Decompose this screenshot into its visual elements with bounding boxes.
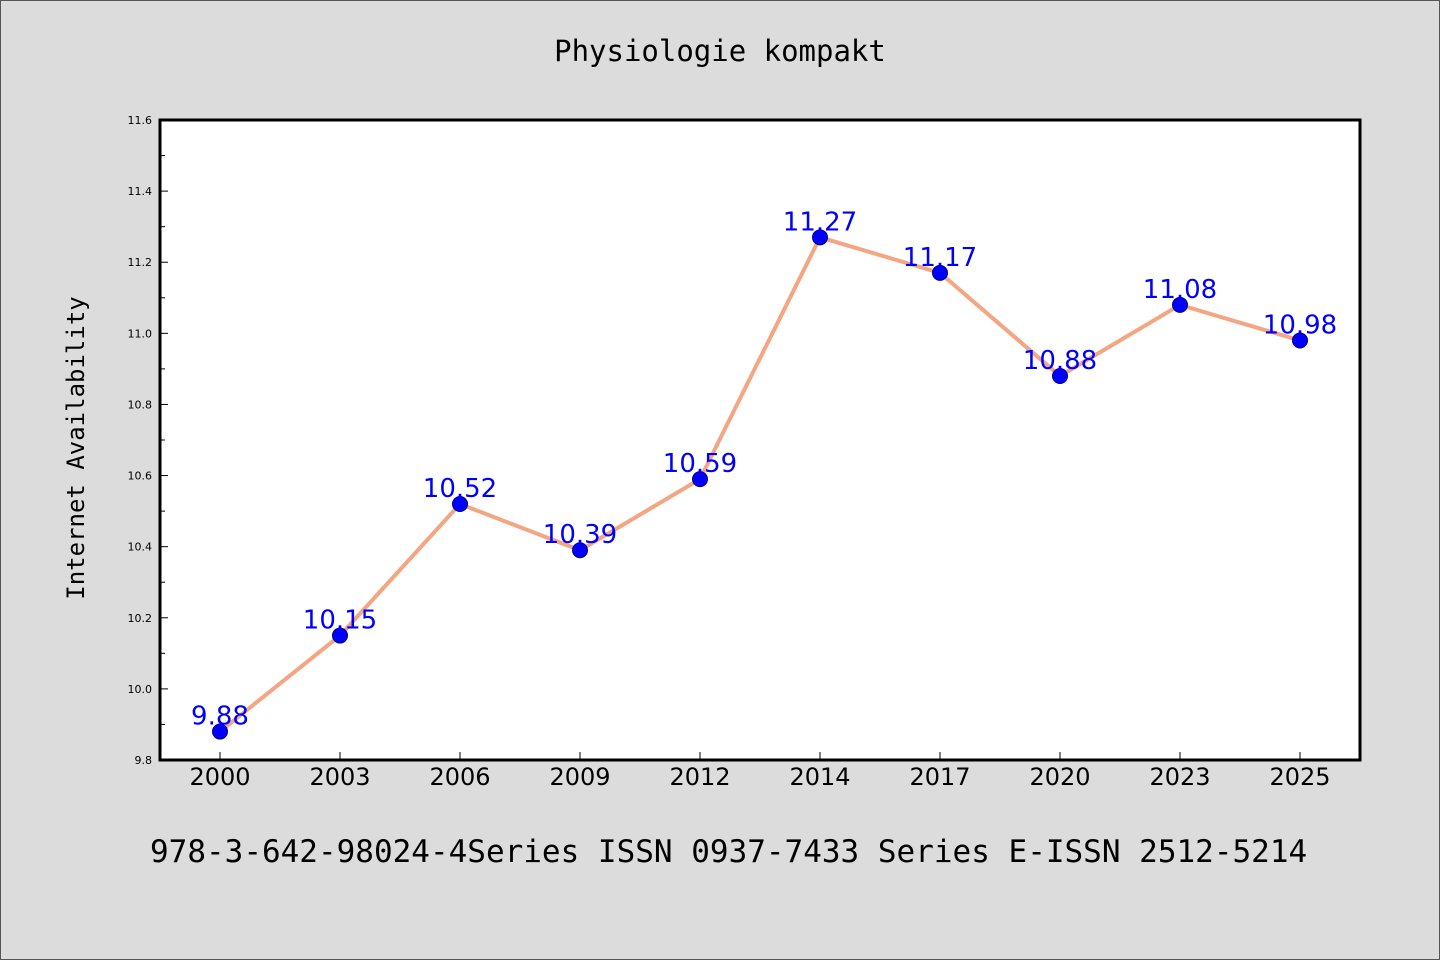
y-tick-label: 10.0: [128, 683, 153, 696]
x-axis-ticks: 2000 2003 2006 2009 2012 2014 2017 2020 2023 2025: [189, 752, 1331, 791]
x-tick-label: 2020: [1029, 763, 1090, 791]
data-point: [572, 542, 588, 559]
data-point: [1292, 332, 1308, 349]
data-labels: 9.88 10.15 10.52 10.39 10.59 11.27 11.17 10.88 1…: [191, 207, 1337, 731]
x-tick-label: 2014: [789, 763, 850, 791]
data-label: 11.08: [1143, 275, 1217, 305]
data-label: 9.88: [191, 702, 249, 732]
series-line: [218, 235, 1301, 734]
x-tick-label: 2000: [189, 763, 250, 791]
x-tick-label: 2017: [909, 763, 970, 791]
data-point: [692, 471, 708, 488]
y-tick-label: 10.4: [128, 541, 153, 554]
data-point: [332, 627, 348, 644]
x-tick-label: 2006: [429, 763, 490, 791]
data-label: 11.17: [903, 243, 977, 273]
data-label: 10.88: [1023, 346, 1097, 376]
chart-title: Physiologie kompakt: [554, 34, 886, 68]
isbn-issn-footer: 978-3-642-98024-4Series ISSN 0937-7433 S…: [150, 834, 1308, 870]
x-tick-label: 2012: [669, 763, 730, 791]
x-tick-label: 2009: [549, 763, 610, 791]
data-label: 10.15: [303, 606, 377, 636]
y-tick-label: 10.6: [128, 470, 153, 483]
y-tick-label: 10.2: [128, 612, 153, 625]
y-axis-ticks: 9.8 10.0 10.2 10.4 10.6 10.8 11.0 11.2 11.4 11.6: [128, 114, 168, 767]
data-point: [1052, 368, 1068, 384]
data-label: 10.52: [423, 474, 497, 504]
x-tick-label: 2025: [1269, 763, 1330, 791]
data-label: 10.98: [1263, 310, 1337, 340]
data-point: [1172, 296, 1188, 313]
y-tick-label: 9.8: [135, 754, 153, 767]
plot-area: [160, 120, 1360, 760]
data-label: 10.39: [543, 520, 617, 550]
plot-border: [158, 118, 1362, 762]
y-tick-label: 11.2: [128, 256, 153, 269]
data-markers: [212, 229, 1308, 740]
data-point: [212, 723, 228, 740]
y-tick-label: 11.0: [128, 327, 153, 340]
x-tick-label: 2023: [1149, 763, 1210, 791]
data-point: [932, 264, 948, 281]
y-tick-label: 11.4: [128, 185, 153, 198]
data-point: [452, 496, 468, 512]
data-label: 10.59: [663, 449, 737, 479]
x-tick-label: 2003: [309, 763, 370, 791]
y-tick-label: 10.8: [128, 398, 153, 411]
data-label: 11.27: [783, 207, 857, 237]
data-point: [812, 229, 828, 246]
y-tick-label: 11.6: [128, 114, 153, 127]
